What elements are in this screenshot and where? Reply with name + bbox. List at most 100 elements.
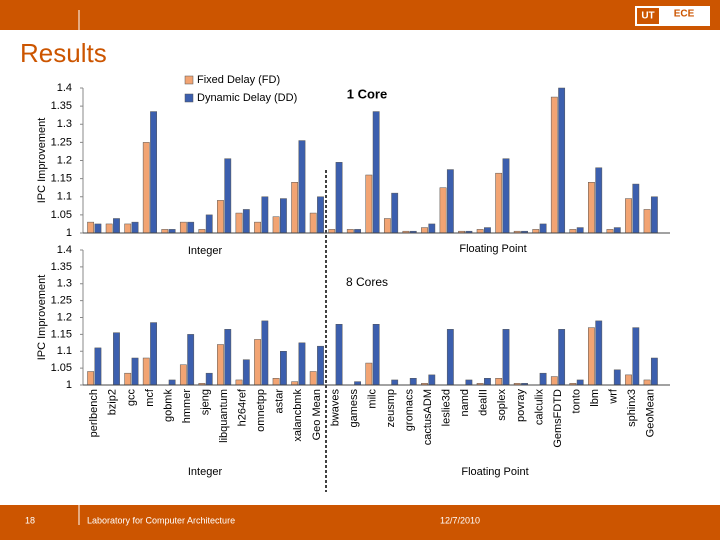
bar bbox=[502, 158, 510, 234]
y-tick-label: 1.3 bbox=[57, 278, 72, 290]
bar bbox=[625, 374, 632, 386]
x-tick-label: namd bbox=[459, 389, 471, 417]
bar bbox=[539, 372, 547, 386]
legend-swatch bbox=[184, 93, 194, 103]
y-tick-label: 1.25 bbox=[51, 136, 72, 148]
x-tick-label: gamess bbox=[348, 389, 360, 428]
bar bbox=[217, 200, 224, 234]
bar bbox=[354, 229, 362, 234]
bar bbox=[298, 140, 306, 234]
bar bbox=[94, 223, 102, 234]
bar bbox=[643, 379, 651, 386]
y-tick-label: 1.1 bbox=[57, 191, 72, 203]
bar bbox=[205, 214, 213, 234]
group-label: Floating Point bbox=[459, 243, 526, 255]
bar bbox=[205, 372, 213, 386]
bar bbox=[280, 351, 287, 386]
footer-date: 12/7/2010 bbox=[440, 515, 480, 525]
bar bbox=[558, 87, 566, 234]
bar bbox=[124, 372, 132, 386]
bar bbox=[346, 229, 354, 234]
bar bbox=[224, 329, 232, 386]
bar bbox=[383, 218, 391, 234]
page-number: 18 bbox=[25, 515, 35, 525]
bar bbox=[254, 221, 261, 234]
x-tick-label: libquantum bbox=[218, 389, 230, 443]
y-axis-title: IPC Improvement bbox=[36, 275, 48, 361]
bar bbox=[532, 229, 540, 234]
bar bbox=[539, 223, 547, 234]
bar bbox=[242, 359, 250, 386]
bar bbox=[576, 379, 584, 386]
bar bbox=[335, 162, 343, 234]
group-label: Integer bbox=[188, 466, 223, 478]
bar bbox=[588, 182, 595, 234]
x-tick-label: astar bbox=[274, 389, 286, 414]
bar bbox=[550, 376, 558, 386]
y-axis-title: IPC Improvement bbox=[36, 118, 48, 204]
y-tick-label: 1.2 bbox=[57, 311, 72, 323]
y-tick-label: 1.2 bbox=[57, 154, 72, 166]
x-tick-label: h264ref bbox=[237, 388, 249, 426]
x-tick-label: gobmk bbox=[162, 389, 174, 423]
x-tick-label: sjeng bbox=[199, 389, 211, 415]
y-tick-label: 1.1 bbox=[57, 345, 72, 357]
bar bbox=[150, 322, 157, 386]
bar bbox=[179, 221, 187, 234]
bar bbox=[317, 196, 324, 234]
bar bbox=[124, 223, 132, 234]
bar bbox=[198, 229, 206, 234]
x-tick-label: mcf bbox=[144, 388, 156, 407]
bar bbox=[280, 198, 287, 234]
bar bbox=[632, 327, 640, 386]
bar bbox=[465, 379, 473, 386]
bar bbox=[161, 229, 169, 234]
x-tick-label: GeoMean bbox=[645, 389, 657, 437]
bar bbox=[179, 364, 187, 386]
bar bbox=[558, 329, 566, 386]
header-bar bbox=[0, 0, 720, 30]
bar bbox=[632, 183, 640, 234]
bar bbox=[588, 327, 595, 386]
bar bbox=[428, 223, 436, 234]
legend-label: Fixed Delay (FD) bbox=[197, 74, 280, 86]
y-tick-label: 1.15 bbox=[51, 328, 72, 340]
y-tick-label: 1.25 bbox=[51, 295, 72, 307]
bar bbox=[502, 329, 510, 386]
bar bbox=[446, 329, 454, 386]
chart-title: 1 Core bbox=[347, 86, 387, 101]
x-tick-label: omnetpp bbox=[255, 389, 267, 432]
bar bbox=[476, 229, 484, 234]
y-tick-label: 1.35 bbox=[51, 261, 72, 273]
x-tick-label: lbm bbox=[589, 389, 601, 407]
bar bbox=[495, 172, 503, 234]
bar bbox=[550, 96, 558, 234]
y-tick-label: 1.35 bbox=[51, 100, 72, 112]
x-tick-label: wrf bbox=[608, 388, 620, 405]
bar bbox=[298, 342, 306, 386]
x-tick-label: perlbench bbox=[88, 389, 100, 437]
x-tick-label: GemsFDTD bbox=[552, 389, 564, 448]
bar bbox=[113, 218, 120, 234]
bar bbox=[421, 227, 428, 234]
x-tick-label: cactusADM bbox=[422, 389, 434, 445]
bar bbox=[131, 357, 139, 386]
bar bbox=[187, 221, 195, 234]
x-tick-label: povray bbox=[515, 389, 527, 423]
bar bbox=[242, 209, 250, 234]
logo-block bbox=[637, 8, 659, 24]
bar bbox=[613, 227, 621, 234]
bar bbox=[291, 381, 299, 386]
bar bbox=[409, 378, 417, 386]
bar bbox=[354, 381, 362, 386]
bar bbox=[113, 332, 120, 386]
bar bbox=[650, 357, 658, 386]
x-tick-label: sphinx3 bbox=[626, 389, 638, 427]
bar bbox=[484, 378, 491, 386]
slide-title: Results bbox=[20, 38, 107, 68]
legend-label: Dynamic Delay (DD) bbox=[197, 92, 297, 104]
bar bbox=[372, 324, 380, 386]
bar bbox=[105, 223, 113, 234]
